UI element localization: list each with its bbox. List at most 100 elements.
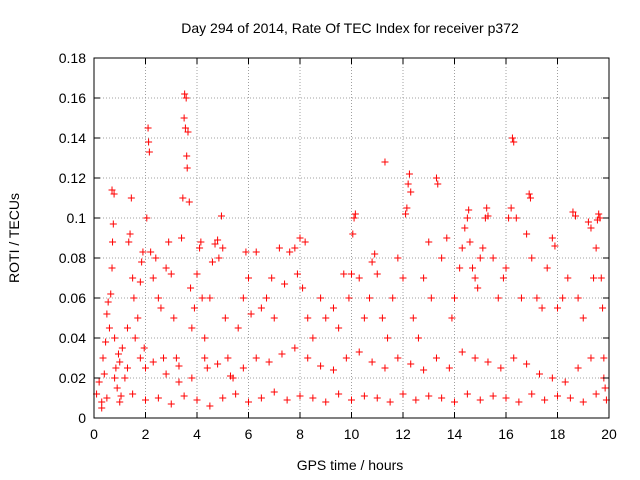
data-point <box>257 304 265 312</box>
data-point <box>98 398 106 406</box>
data-point <box>136 278 144 286</box>
y-axis-label: ROTI / TECUs <box>6 193 22 283</box>
data-point <box>587 354 595 362</box>
x-tick-label: 8 <box>296 426 304 442</box>
data-point <box>118 344 126 352</box>
data-point <box>167 400 175 408</box>
data-point <box>474 284 482 292</box>
data-point <box>193 270 201 278</box>
data-point <box>211 240 219 248</box>
data-point <box>214 360 222 368</box>
data-point <box>484 212 492 220</box>
data-point <box>389 294 397 302</box>
data-point <box>317 294 325 302</box>
x-tick-label: 16 <box>498 426 514 442</box>
data-point <box>523 230 531 238</box>
data-point <box>448 314 456 322</box>
data-point <box>351 210 359 218</box>
data-point <box>404 180 412 188</box>
data-point <box>508 134 516 142</box>
data-point <box>559 294 567 302</box>
data-point <box>162 370 170 378</box>
data-point <box>427 294 435 302</box>
data-point <box>412 396 420 404</box>
data-point <box>579 314 587 322</box>
y-tick-label: 0.1 <box>67 210 87 226</box>
data-point <box>283 396 291 404</box>
data-point <box>149 358 157 366</box>
data-point <box>469 264 477 272</box>
data-point <box>291 244 299 252</box>
data-point <box>471 354 479 362</box>
data-point <box>510 138 518 146</box>
data-point <box>438 254 446 262</box>
data-point <box>183 152 191 160</box>
data-point <box>432 354 440 362</box>
data-point <box>278 350 286 358</box>
data-point <box>100 370 108 378</box>
data-point <box>443 234 451 242</box>
data-point <box>458 244 466 252</box>
data-point <box>595 210 603 218</box>
data-point <box>402 210 410 218</box>
data-point <box>403 204 411 212</box>
data-point <box>512 214 520 222</box>
data-point <box>180 392 188 400</box>
data-point <box>217 212 225 220</box>
data-point <box>145 148 153 156</box>
data-point <box>102 338 110 346</box>
data-point <box>138 258 146 266</box>
data-point <box>245 274 252 282</box>
data-point <box>98 404 106 412</box>
data-point <box>587 224 595 232</box>
data-point <box>502 264 510 272</box>
data-point <box>510 354 518 362</box>
data-point <box>599 304 607 312</box>
data-point <box>245 398 252 406</box>
data-point <box>579 398 587 406</box>
data-point <box>214 236 222 244</box>
data-point <box>215 254 223 262</box>
data-point <box>322 398 330 406</box>
data-point <box>561 378 569 386</box>
data-point <box>340 270 348 278</box>
data-point <box>296 392 304 400</box>
data-point <box>405 170 413 178</box>
data-point <box>175 378 183 386</box>
data-point <box>526 194 534 202</box>
data-point <box>458 348 466 356</box>
x-tick-label: 12 <box>395 426 411 442</box>
data-point <box>121 374 129 382</box>
data-point <box>154 394 162 402</box>
data-point <box>152 254 160 262</box>
data-point <box>499 274 507 282</box>
x-tick-label: 4 <box>193 426 201 442</box>
data-point <box>239 364 247 372</box>
data-point <box>584 218 592 226</box>
data-point <box>265 358 273 366</box>
data-point <box>206 294 214 302</box>
data-point <box>348 396 355 404</box>
data-point <box>257 394 265 402</box>
data-point <box>538 304 546 312</box>
data-point <box>366 294 374 302</box>
y-tick-label: 0.02 <box>59 370 86 386</box>
data-point <box>523 360 531 368</box>
data-point <box>107 290 115 298</box>
data-point <box>566 394 574 402</box>
data-point <box>543 264 551 272</box>
data-point <box>149 274 157 282</box>
data-point <box>179 194 187 202</box>
data-point <box>242 248 250 256</box>
data-point <box>126 230 134 238</box>
data-point <box>270 388 278 396</box>
data-point <box>355 274 363 282</box>
data-point <box>502 394 510 402</box>
data-point <box>134 314 142 322</box>
data-point <box>286 248 294 256</box>
data-point <box>461 224 469 232</box>
x-tick-label: 14 <box>447 426 463 442</box>
x-tick-label: 20 <box>601 426 617 442</box>
data-point <box>360 392 368 400</box>
data-point <box>465 206 473 214</box>
